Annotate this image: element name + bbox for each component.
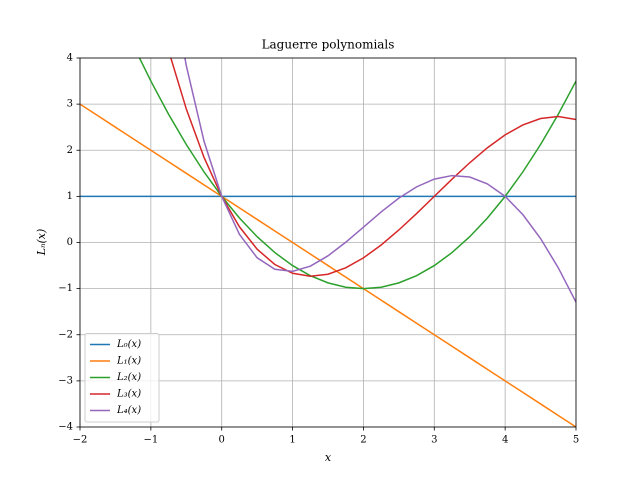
legend: L₀(x) L₁(x) L₂(x) L₃(x) L₄(x) [84,333,160,423]
series-line [170,58,576,278]
series-line [184,58,576,303]
x-tick-label: 1 [289,435,295,446]
x-tick-label: 3 [431,435,437,446]
y-tick-label: 3 [67,99,73,110]
y-tick-label: −1 [58,283,73,294]
y-tick-label: 4 [67,53,73,64]
chart-title: Laguerre polynomials [262,38,395,52]
x-tick-label: 0 [219,435,225,446]
y-tick-label: −3 [58,375,73,386]
x-axis-label: x [325,451,332,464]
legend-label: L₀(x) [116,339,141,350]
legend-label: L₄(x) [116,405,141,416]
y-tick-label: 1 [67,191,73,202]
plot-area [80,58,576,427]
y-tick-label: −4 [58,422,73,433]
y-tick-label: 2 [67,145,73,156]
x-tick-label: −1 [143,435,158,446]
x-tick-label: 4 [502,435,508,446]
y-tick-label: −2 [58,329,73,340]
x-tick-label: −2 [73,435,88,446]
legend-label: L₂(x) [116,372,141,383]
y-tick-label: 0 [67,237,73,248]
legend-box [84,333,160,423]
x-tick-label: 5 [573,435,579,446]
legend-label: L₁(x) [116,356,141,367]
series-line [80,103,576,427]
x-tick-label: 2 [360,435,366,446]
series-line [138,58,576,290]
y-axis-label: Lₙ(x) [35,229,48,257]
legend-label: L₃(x) [116,389,141,400]
